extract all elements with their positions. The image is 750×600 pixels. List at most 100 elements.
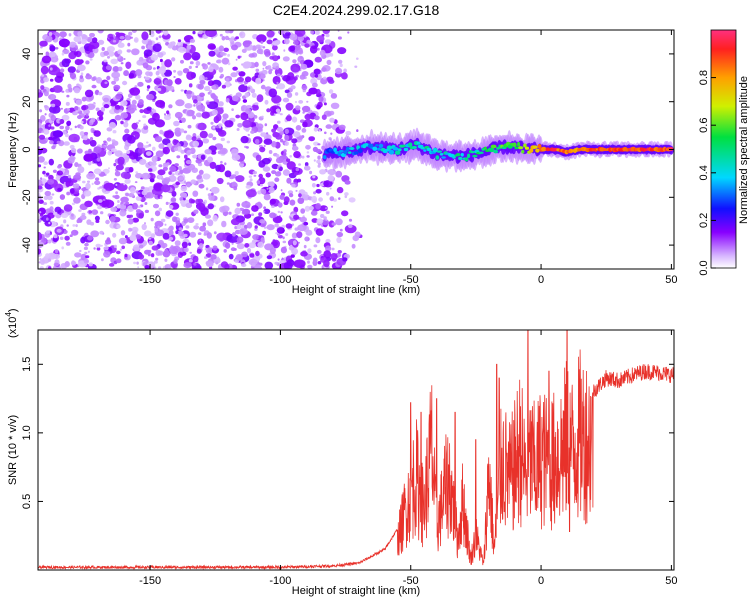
noise-blob xyxy=(64,261,70,268)
noise-blob xyxy=(345,130,352,136)
noise-blob xyxy=(141,172,151,180)
x-tick-label: -150 xyxy=(139,575,161,587)
noise-blob xyxy=(135,171,138,174)
noise-blob xyxy=(109,263,115,267)
noise-blob xyxy=(114,105,121,110)
noise-blob xyxy=(331,222,337,226)
noise-blob xyxy=(238,228,248,236)
noise-blob xyxy=(293,40,299,45)
noise-blob xyxy=(94,180,101,186)
noise-blob xyxy=(247,134,250,137)
noise-blob xyxy=(337,47,347,55)
noise-blob xyxy=(266,30,275,38)
noise-blob xyxy=(135,196,142,201)
noise-blob xyxy=(180,185,188,192)
noise-blob xyxy=(146,141,149,144)
noise-blob xyxy=(301,105,311,113)
noise-blob xyxy=(219,196,225,203)
noise-blob xyxy=(111,71,121,79)
noise-blob xyxy=(74,106,79,111)
noise-blob xyxy=(283,38,290,45)
noise-blob xyxy=(264,261,274,269)
noise-blob xyxy=(317,164,321,168)
noise-blob xyxy=(236,236,244,244)
noise-blob xyxy=(314,56,322,63)
signal-core xyxy=(408,142,413,147)
noise-blob xyxy=(61,114,70,121)
noise-blob xyxy=(50,126,55,130)
noise-blob xyxy=(161,184,171,193)
noise-blob xyxy=(225,242,231,249)
noise-blob xyxy=(291,223,295,226)
noise-blob xyxy=(307,264,313,269)
noise-blob xyxy=(317,155,321,160)
noise-blob xyxy=(235,175,245,183)
spectrogram-marks xyxy=(38,30,674,269)
noise-blob xyxy=(80,72,84,76)
noise-blob xyxy=(210,192,214,196)
noise-blob xyxy=(154,228,159,233)
noise-blob xyxy=(173,69,177,73)
noise-blob xyxy=(245,108,252,115)
noise-blob xyxy=(192,115,196,120)
noise-blob xyxy=(341,210,349,217)
noise-blob xyxy=(307,237,310,241)
noise-blob xyxy=(292,240,297,246)
noise-blob xyxy=(119,109,123,113)
noise-blob xyxy=(192,190,199,197)
noise-blob xyxy=(189,251,192,254)
noise-blob xyxy=(117,42,125,48)
noise-blob xyxy=(324,39,332,44)
noise-blob xyxy=(291,232,298,239)
noise-blob xyxy=(183,262,192,269)
noise-blob xyxy=(52,130,64,138)
noise-blob xyxy=(247,86,251,90)
noise-blob xyxy=(212,245,218,251)
noise-blob xyxy=(112,195,116,198)
noise-blob xyxy=(234,207,241,215)
noise-blob xyxy=(42,170,46,175)
noise-blob xyxy=(185,142,189,146)
noise-blob xyxy=(163,114,172,121)
noise-blob xyxy=(43,105,48,108)
noise-blob xyxy=(123,203,127,206)
noise-blob xyxy=(115,32,120,36)
noise-blob xyxy=(251,205,259,212)
noise-blob xyxy=(118,237,127,245)
noise-blob xyxy=(38,218,42,223)
noise-blob xyxy=(323,76,327,80)
noise-blob xyxy=(116,250,121,255)
noise-blob xyxy=(261,157,271,165)
noise-blob xyxy=(197,83,204,90)
noise-blob xyxy=(189,147,196,155)
y-tick-label: 0 xyxy=(21,146,33,152)
signal-core xyxy=(488,147,495,153)
noise-blob xyxy=(216,256,220,259)
noise-blob xyxy=(277,210,281,213)
noise-blob xyxy=(40,183,44,186)
noise-blob xyxy=(271,128,276,133)
noise-blob xyxy=(344,224,357,234)
signal-core xyxy=(470,150,475,154)
noise-blob xyxy=(319,182,325,187)
noise-blob xyxy=(208,66,214,73)
noise-blob xyxy=(311,195,318,203)
noise-blob xyxy=(41,55,52,64)
noise-blob xyxy=(150,30,155,34)
noise-blob xyxy=(41,130,45,133)
noise-blob xyxy=(276,166,280,169)
noise-blob xyxy=(259,219,266,224)
noise-blob xyxy=(198,169,204,175)
noise-blob xyxy=(98,39,105,45)
noise-blob xyxy=(56,170,64,176)
noise-blob xyxy=(301,84,308,91)
signal-core xyxy=(441,156,446,159)
signal-core xyxy=(523,143,527,148)
noise-blob xyxy=(47,212,55,219)
noise-blob xyxy=(229,83,232,86)
noise-blob xyxy=(218,101,224,107)
noise-blob xyxy=(260,45,263,48)
noise-blob xyxy=(210,93,217,99)
noise-blob xyxy=(62,49,70,55)
noise-blob xyxy=(44,174,47,177)
